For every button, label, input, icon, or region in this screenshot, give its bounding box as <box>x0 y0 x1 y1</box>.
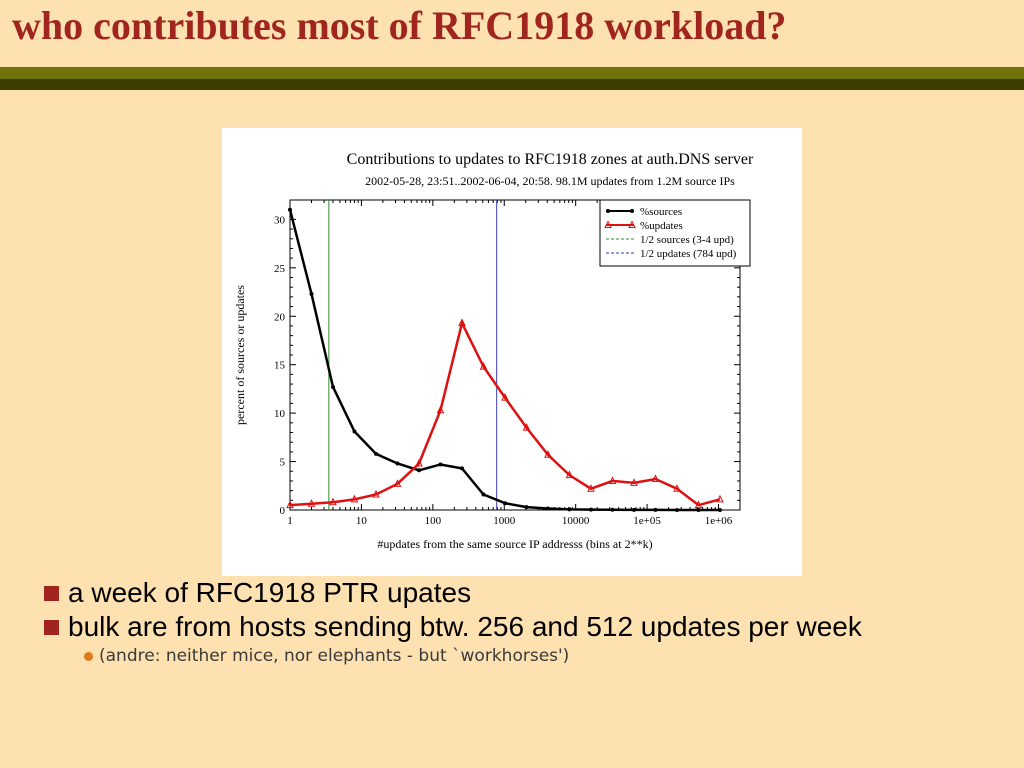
sources-point <box>653 507 658 512</box>
x-tick-label: 10 <box>356 515 368 527</box>
sources-point <box>352 429 357 434</box>
sources-point <box>330 384 335 389</box>
updates-point <box>501 393 509 401</box>
updates-point <box>329 497 337 506</box>
chart-panel: Contributions to updates to RFC1918 zone… <box>222 128 802 576</box>
sources-point <box>309 291 314 296</box>
updates-series-line <box>289 319 721 507</box>
y-axis-label: percent of sources or updates <box>233 285 247 425</box>
sources-point <box>373 451 378 456</box>
updates-point <box>608 476 617 484</box>
square-bullet-icon <box>44 585 59 601</box>
updates-point <box>458 318 466 327</box>
legend-label: 1/2 sources (3-4 upd) <box>640 234 734 246</box>
x-tick-label: 1e+06 <box>705 515 733 527</box>
x-tick-label: 100 <box>425 515 442 527</box>
x-tick-label: 1e+05 <box>633 515 661 527</box>
updates-point <box>565 470 574 479</box>
x-tick-label: 1000 <box>493 515 516 527</box>
y-tick-label: 20 <box>274 311 286 323</box>
x-tick-label: 1 <box>287 515 293 527</box>
updates-point <box>286 500 294 509</box>
bullet-list: a week of RFC1918 PTR upates bulk are fr… <box>44 576 862 668</box>
updates-point <box>630 478 638 486</box>
y-tick-label: 0 <box>280 505 286 517</box>
chart-subtitle: 2002-05-28, 23:51..2002-06-04, 20:58. 98… <box>365 174 735 188</box>
x-tick-label: 10000 <box>562 515 590 527</box>
y-tick-label: 10 <box>274 408 286 420</box>
x-axis-label: #updates from the same source IP address… <box>377 537 652 551</box>
legend-marker <box>606 209 610 213</box>
sources-point <box>567 507 572 512</box>
title-divider-top <box>0 67 1024 79</box>
y-tick-label: 5 <box>280 457 286 469</box>
sources-point <box>416 468 421 473</box>
updates-point <box>544 450 552 458</box>
sources-point <box>438 462 443 467</box>
sub-bullet-text: (andre: neither mice, nor elephants - bu… <box>99 646 570 666</box>
legend-label: %sources <box>640 206 682 218</box>
legend-marker <box>628 220 636 228</box>
y-tick-label: 15 <box>274 360 286 372</box>
updates-point <box>522 423 531 431</box>
sources-point <box>545 506 550 511</box>
legend-marker <box>604 220 612 228</box>
sources-point <box>717 508 722 512</box>
sources-point <box>288 207 292 212</box>
updates-point <box>694 500 703 509</box>
sources-point <box>524 505 529 510</box>
legend-marker <box>630 209 634 213</box>
sources-point <box>696 508 701 512</box>
sources-point <box>459 466 464 471</box>
updates-point <box>393 479 402 487</box>
updates-point <box>479 362 488 370</box>
square-bullet-icon <box>44 619 59 635</box>
updates-point <box>436 405 445 414</box>
sources-point <box>481 492 486 497</box>
sub-bullet-item: (andre: neither mice, nor elephants - bu… <box>84 644 862 668</box>
bullet-text: bulk are from hosts sending btw. 256 and… <box>68 611 862 642</box>
updates-point <box>307 499 316 507</box>
slide-title: who contributes most of RFC1918 workload… <box>12 3 787 48</box>
sources-point <box>610 507 615 512</box>
chart-svg: Contributions to updates to RFC1918 zone… <box>233 151 754 551</box>
sources-point <box>395 461 400 466</box>
y-tick-label: 25 <box>274 263 286 275</box>
bullet-text: a week of RFC1918 PTR upates <box>68 577 472 608</box>
bullet-item: bulk are from hosts sending btw. 256 and… <box>44 610 862 644</box>
updates-point <box>651 474 660 482</box>
title-divider-bottom <box>0 79 1024 90</box>
updates-point <box>372 489 380 498</box>
y-tick-label: 30 <box>274 214 286 226</box>
updates-point <box>350 494 359 503</box>
sources-point <box>674 508 679 512</box>
updates-point <box>716 494 724 503</box>
sources-point <box>588 507 593 512</box>
bullet-item: a week of RFC1918 PTR upates <box>44 576 862 610</box>
legend-label: 1/2 updates (784 upd) <box>640 248 737 260</box>
updates-point <box>673 484 681 492</box>
updates-point <box>415 458 423 467</box>
circle-bullet-icon <box>84 651 93 661</box>
legend-label: %updates <box>640 220 683 232</box>
updates-point <box>587 484 595 492</box>
sources-point <box>502 501 507 506</box>
sources-point <box>631 507 636 512</box>
chart-title: Contributions to updates to RFC1918 zone… <box>347 151 754 168</box>
